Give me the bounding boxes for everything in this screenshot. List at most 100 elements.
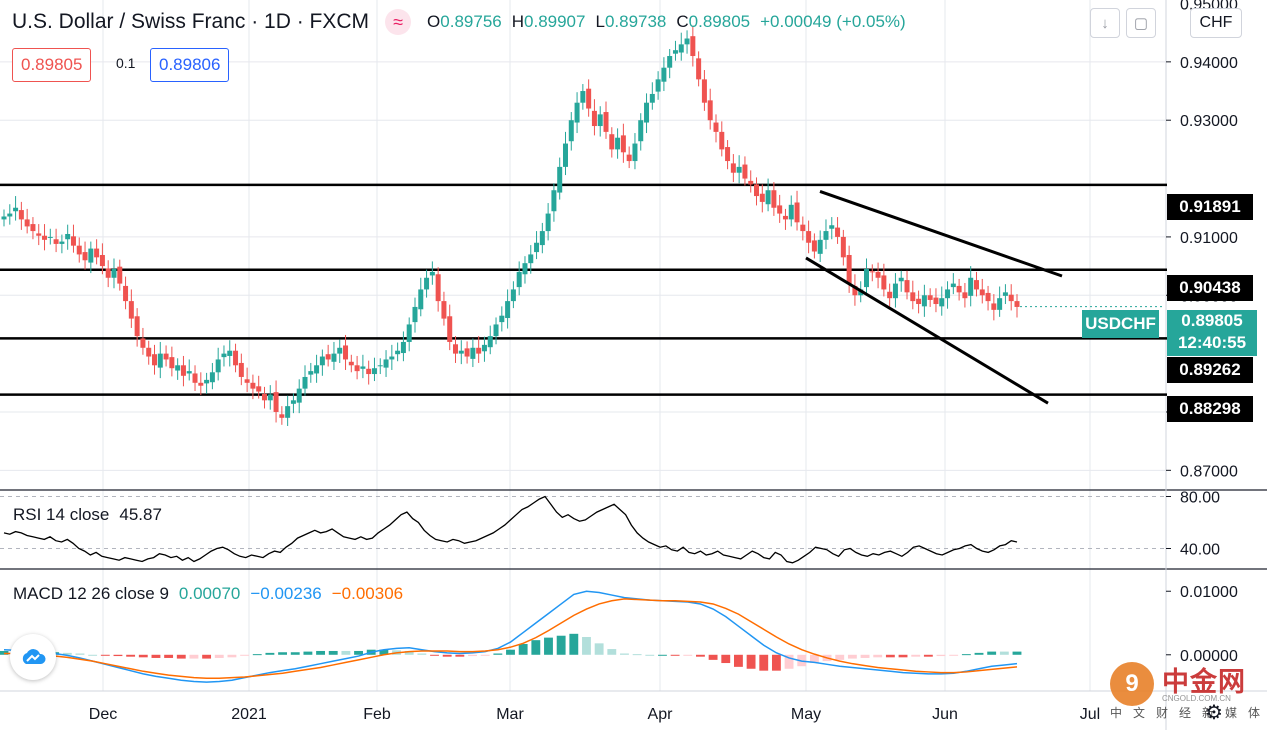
candle-body [863, 269, 869, 288]
macd-histogram-bar [721, 654, 731, 664]
candle-body [319, 356, 325, 366]
macd-histogram-bar [75, 653, 85, 655]
candle-body [811, 240, 817, 252]
macd-histogram-bar [974, 652, 984, 655]
candle-body [777, 205, 783, 214]
macd-histogram-bar [809, 654, 819, 664]
fullscreen-icon[interactable]: ▢ [1126, 8, 1156, 38]
macd-histogram-bar [468, 654, 477, 657]
candle-body [806, 231, 812, 243]
candle-body [829, 225, 835, 229]
candle-body [24, 219, 30, 227]
trend-channel [805, 189, 1063, 405]
rsi-legend[interactable]: RSI 14 close 45.87 [13, 505, 162, 525]
candle-body [644, 102, 650, 123]
candle-body [927, 295, 933, 300]
low-value: 0.89738 [604, 12, 667, 31]
high-label: H [511, 12, 525, 31]
candle-body [343, 345, 349, 360]
candle-body [1008, 294, 1014, 302]
macd-histogram-bar [683, 654, 693, 656]
candle-body [348, 361, 354, 366]
macd-histogram-bar [164, 654, 174, 658]
sell-quote-button[interactable]: 0.89805 [12, 48, 92, 82]
wave-icon[interactable]: ≈ [385, 9, 412, 35]
candle-body [261, 393, 267, 401]
macd-histogram-bar [999, 651, 1009, 655]
candle-body [123, 285, 129, 302]
price-tick-label: 0.93000 [1180, 113, 1238, 130]
candle-body [134, 316, 140, 337]
macd-histogram-bar [911, 654, 921, 657]
price-tick-label: 0.91000 [1180, 230, 1238, 247]
candle-body [956, 285, 962, 293]
time-axis-label: May [791, 706, 821, 723]
macd-legend[interactable]: MACD 12 26 close 9 0.00070 −0.00236 −0.0… [13, 584, 403, 604]
candle-body [649, 93, 655, 103]
candle-body [939, 298, 945, 307]
current-price: 0.89805 [1181, 311, 1243, 330]
close-label: C [676, 12, 689, 31]
rsi-label: RSI 14 close [13, 505, 110, 524]
candle-body [562, 143, 568, 167]
macd-histogram-bar [518, 643, 528, 655]
candle-body [198, 382, 204, 386]
macd-histogram-bar [404, 650, 414, 655]
macd-histogram-bar [860, 654, 870, 658]
candle-body [180, 365, 186, 376]
watermark-title: 中金网 [1162, 667, 1246, 697]
macd-histogram-bar [354, 650, 363, 655]
candle-body [1002, 292, 1008, 296]
watermark-url: CNGOLD.COM.CN [1162, 694, 1231, 703]
candle-body [557, 166, 563, 193]
candle-body [389, 356, 395, 360]
candle-body [887, 291, 893, 299]
candle-body [221, 353, 227, 358]
candle-body [881, 275, 887, 290]
level-label-3: 0.89262 [1167, 357, 1253, 383]
candle-body [846, 255, 852, 284]
candle-body [568, 120, 574, 142]
candle-body [53, 239, 59, 244]
tradingview-cloud-icon[interactable] [10, 634, 56, 680]
gear-icon[interactable]: ⚙ [1205, 702, 1223, 724]
macd-histogram-bar [341, 650, 351, 655]
arrow-down-icon[interactable]: ↓ [1090, 8, 1120, 38]
candle-body [684, 38, 690, 45]
high-value: 0.89907 [524, 12, 586, 31]
candle-body [238, 362, 244, 377]
candle-body [725, 147, 731, 162]
candle-body [273, 392, 279, 412]
candle-body [487, 336, 493, 348]
time-axis-label: 2021 [231, 706, 267, 723]
candle-body [435, 274, 441, 302]
candle-body [840, 236, 846, 258]
candle-body [945, 289, 951, 299]
candle-body [707, 100, 713, 121]
candle-body [782, 215, 788, 220]
candle-body [314, 365, 320, 374]
buy-quote-button[interactable]: 0.89806 [150, 48, 230, 82]
macd-histogram-bar [658, 654, 667, 656]
macd-histogram-bar [620, 653, 629, 655]
macd-histogram-bar [240, 654, 250, 656]
macd-histogram-bar [708, 654, 718, 660]
current-price-tag: 0.89805 12:40:55 [1167, 310, 1257, 356]
candle-body [354, 365, 360, 372]
time-axis-label: Apr [648, 706, 674, 723]
macd-signal-line [4, 598, 1018, 680]
candle-body [418, 289, 424, 310]
price-tick-label: 0.87000 [1180, 463, 1238, 480]
candle-body [371, 368, 377, 375]
candle-body [817, 239, 823, 254]
macd-histogram-bar [303, 651, 313, 655]
currency-button[interactable]: CHF [1190, 8, 1242, 38]
macd-histogram-bar [214, 654, 224, 658]
macd-label: MACD 12 26 close 9 [13, 584, 169, 603]
candle-body [140, 338, 146, 348]
macd-histogram-bar [645, 654, 655, 656]
candle-body [539, 231, 545, 246]
symbol-title[interactable]: U.S. Dollar / Swiss Franc · 1D · FXCM [12, 10, 370, 33]
macd-histogram-bar [1012, 651, 1022, 655]
